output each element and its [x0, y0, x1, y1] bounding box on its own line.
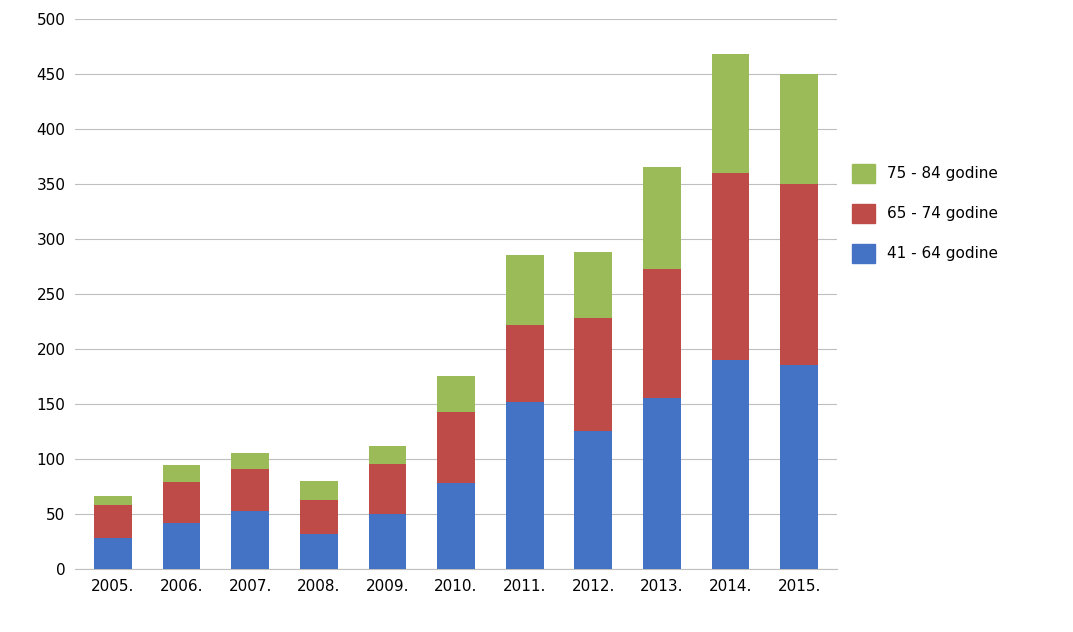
- Bar: [574, 318, 613, 432]
- Bar: [94, 538, 132, 569]
- Bar: [711, 173, 749, 360]
- Bar: [368, 514, 407, 569]
- Bar: [94, 505, 132, 538]
- Bar: [437, 377, 475, 411]
- Bar: [574, 432, 613, 569]
- Legend: 75 - 84 godine, 65 - 74 godine, 41 - 64 godine: 75 - 84 godine, 65 - 74 godine, 41 - 64 …: [852, 164, 998, 263]
- Bar: [780, 74, 818, 184]
- Bar: [299, 481, 338, 499]
- Bar: [643, 398, 680, 569]
- Bar: [780, 184, 818, 365]
- Bar: [232, 469, 269, 511]
- Bar: [643, 269, 680, 398]
- Bar: [505, 402, 544, 569]
- Bar: [574, 252, 613, 318]
- Bar: [643, 167, 680, 269]
- Bar: [437, 483, 475, 569]
- Bar: [232, 511, 269, 569]
- Bar: [780, 365, 818, 569]
- Bar: [505, 325, 544, 402]
- Bar: [163, 465, 201, 482]
- Bar: [299, 499, 338, 533]
- Bar: [163, 482, 201, 523]
- Bar: [232, 453, 269, 469]
- Bar: [711, 360, 749, 569]
- Bar: [163, 523, 201, 569]
- Bar: [437, 411, 475, 483]
- Bar: [505, 255, 544, 325]
- Bar: [711, 54, 749, 173]
- Bar: [368, 465, 407, 514]
- Bar: [368, 446, 407, 465]
- Bar: [299, 533, 338, 569]
- Bar: [94, 496, 132, 505]
